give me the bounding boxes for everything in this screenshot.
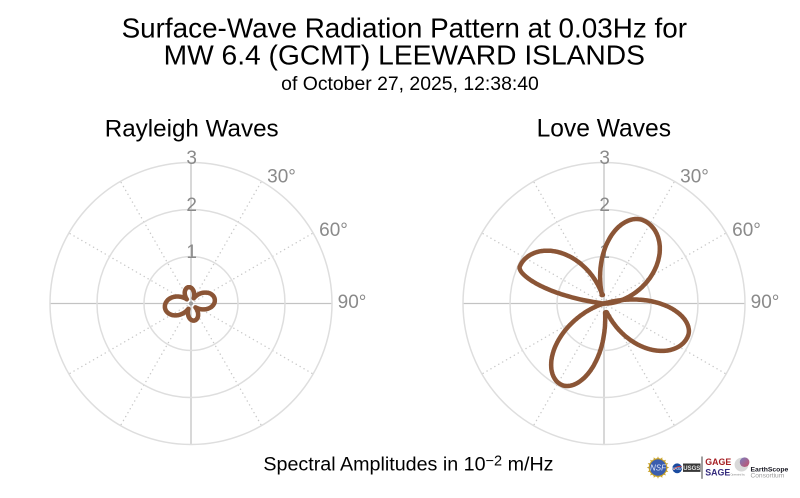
svg-text:NSF: NSF <box>650 464 667 473</box>
svg-text:Consortium: Consortium <box>751 472 785 479</box>
svg-text:Operated by: Operated by <box>731 473 746 477</box>
svg-text:60°: 60° <box>319 220 348 241</box>
svg-text:of October 27, 2025, 12:38:40: of October 27, 2025, 12:38:40 <box>281 73 539 95</box>
svg-text:2: 2 <box>186 195 197 216</box>
svg-text:MW 6.4 (GCMT) LEEWARD ISLANDS: MW 6.4 (GCMT) LEEWARD ISLANDS <box>164 38 645 70</box>
svg-text:90°: 90° <box>338 292 367 313</box>
svg-text:NASA: NASA <box>671 466 683 471</box>
svg-text:2: 2 <box>599 195 610 216</box>
svg-text:90°: 90° <box>751 292 780 313</box>
svg-text:30°: 30° <box>267 166 296 187</box>
svg-text:Spectral Amplitudes in 10−2 m/: Spectral Amplitudes in 10−2 m/Hz <box>263 453 553 475</box>
svg-text:1: 1 <box>186 242 197 263</box>
svg-text:USGS: USGS <box>683 466 700 472</box>
svg-text:60°: 60° <box>732 220 761 241</box>
svg-text:3: 3 <box>599 148 610 169</box>
svg-text:GAGE: GAGE <box>705 457 731 467</box>
svg-text:Love Waves: Love Waves <box>537 116 671 143</box>
svg-text:Rayleigh Waves: Rayleigh Waves <box>105 116 279 143</box>
svg-text:SAGE: SAGE <box>705 467 730 477</box>
svg-text:30°: 30° <box>680 166 709 187</box>
svg-text:EarthScope: EarthScope <box>751 466 789 473</box>
svg-text:3: 3 <box>186 148 197 169</box>
svg-text:Surface-Wave Radiation Pattern: Surface-Wave Radiation Pattern at 0.03Hz… <box>122 12 687 43</box>
